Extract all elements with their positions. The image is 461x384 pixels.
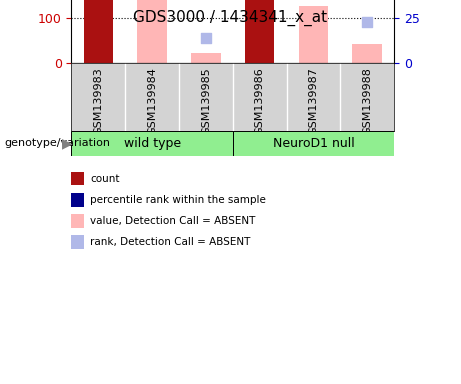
Bar bbox=[233, 131, 394, 156]
Bar bbox=[137, 0, 167, 63]
Point bbox=[364, 19, 371, 25]
Bar bbox=[71, 131, 233, 156]
Text: GDS3000 / 1434341_x_at: GDS3000 / 1434341_x_at bbox=[133, 10, 328, 26]
Bar bbox=[83, 0, 113, 63]
Text: count: count bbox=[90, 174, 119, 184]
Text: value, Detection Call = ABSENT: value, Detection Call = ABSENT bbox=[90, 216, 255, 226]
Text: rank, Detection Call = ABSENT: rank, Detection Call = ABSENT bbox=[90, 237, 250, 247]
Bar bbox=[245, 0, 274, 63]
Text: ▶: ▶ bbox=[61, 136, 72, 150]
Text: NeuroD1 null: NeuroD1 null bbox=[272, 137, 355, 149]
Bar bbox=[299, 6, 328, 63]
Bar bbox=[191, 53, 221, 63]
Text: wild type: wild type bbox=[124, 137, 181, 149]
Text: percentile rank within the sample: percentile rank within the sample bbox=[90, 195, 266, 205]
Text: genotype/variation: genotype/variation bbox=[5, 138, 111, 148]
Bar bbox=[353, 45, 382, 63]
Point bbox=[202, 35, 210, 41]
